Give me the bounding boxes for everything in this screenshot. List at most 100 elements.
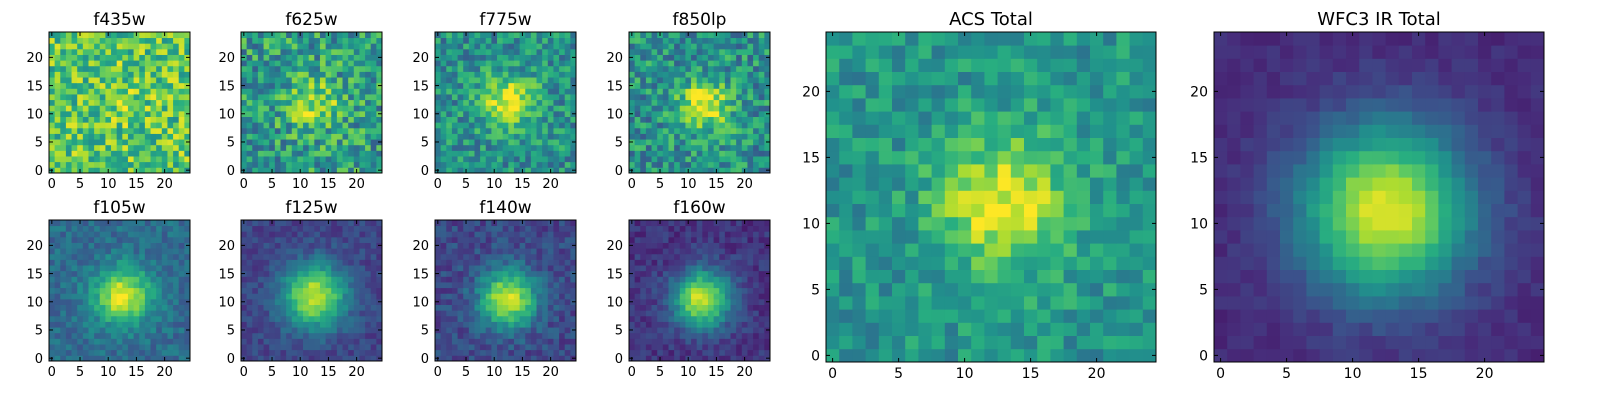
heatmap-cell xyxy=(713,161,720,168)
heatmap-cell xyxy=(257,161,264,168)
heatmap-cell xyxy=(525,99,532,106)
heatmap-cell xyxy=(376,349,383,356)
heatmap-cell xyxy=(553,32,560,39)
heatmap-cell xyxy=(376,43,383,50)
heatmap-cell xyxy=(370,110,377,117)
heatmap-cell xyxy=(319,88,326,95)
heatmap-cell xyxy=(502,127,509,134)
heatmap-cell xyxy=(116,236,123,243)
heatmap-cell xyxy=(94,327,101,334)
heatmap-cell xyxy=(747,161,754,168)
heatmap-cell xyxy=(474,60,481,67)
heatmap-cell xyxy=(173,82,180,89)
heatmap-cell xyxy=(645,156,652,163)
heatmap-cell xyxy=(491,122,498,129)
heatmap-cell xyxy=(167,127,174,134)
heatmap-cell xyxy=(336,54,343,61)
heatmap-cell xyxy=(736,127,743,134)
heatmap-cell xyxy=(468,310,475,317)
heatmap-cell xyxy=(144,32,151,39)
heatmap-cell xyxy=(314,270,321,277)
heatmap-cell xyxy=(82,220,89,227)
heatmap-cell xyxy=(353,242,360,249)
heatmap-cell xyxy=(178,116,185,123)
heatmap-cell xyxy=(161,265,168,272)
heatmap-cell xyxy=(502,144,509,151)
heatmap-cell xyxy=(730,310,737,317)
heatmap-cell xyxy=(252,253,259,260)
plot-frame xyxy=(48,31,191,174)
heatmap-cell xyxy=(474,37,481,44)
heatmap-cell xyxy=(736,310,743,317)
heatmap-cell xyxy=(640,94,647,101)
heatmap-cell xyxy=(133,310,140,317)
heatmap-cell xyxy=(308,88,315,95)
heatmap-cell xyxy=(457,298,464,305)
heatmap-cell xyxy=(747,287,754,294)
heatmap-cell xyxy=(662,298,669,305)
heatmap-cell xyxy=(257,344,264,351)
heatmap-cell xyxy=(286,338,293,345)
heatmap-cell xyxy=(269,270,276,277)
heatmap-cell xyxy=(736,110,743,117)
heatmap-cell xyxy=(336,265,343,272)
heatmap-cell xyxy=(167,225,174,232)
heatmap-cell xyxy=(252,344,259,351)
heatmap-cell xyxy=(246,265,253,272)
heatmap-cell xyxy=(274,32,281,39)
heatmap-cell xyxy=(167,54,174,61)
heatmap-cell xyxy=(167,242,174,249)
heatmap-cell xyxy=(502,259,509,266)
heatmap-cell xyxy=(640,270,647,277)
heatmap-cell xyxy=(691,287,698,294)
heatmap-cell xyxy=(530,43,537,50)
heatmap-cell xyxy=(451,253,458,260)
heatmap-cell xyxy=(519,156,526,163)
heatmap-cell xyxy=(246,338,253,345)
heatmap-cell xyxy=(297,349,304,356)
heatmap-cell xyxy=(702,94,709,101)
heatmap-cell xyxy=(446,48,453,55)
heatmap-cell xyxy=(707,71,714,78)
heatmap-cell xyxy=(303,54,310,61)
heatmap-cell xyxy=(674,43,681,50)
heatmap-cell xyxy=(139,37,146,44)
heatmap-cell xyxy=(274,220,281,227)
heatmap-cell xyxy=(513,315,520,322)
heatmap-cell xyxy=(702,60,709,67)
heatmap-cell xyxy=(491,48,498,55)
heatmap-cell xyxy=(94,338,101,345)
heatmap-cell xyxy=(753,88,760,95)
heatmap-cell xyxy=(435,77,442,84)
heatmap-cell xyxy=(241,71,248,78)
heatmap-cell xyxy=(657,338,664,345)
heatmap-cell xyxy=(331,265,338,272)
heatmap-cell xyxy=(719,276,726,283)
heatmap-cell xyxy=(246,127,253,134)
heatmap-cell xyxy=(88,327,95,334)
heatmap-cell xyxy=(303,150,310,157)
heatmap-cell xyxy=(49,65,56,72)
heatmap-cell xyxy=(719,167,726,174)
heatmap-cell xyxy=(297,242,304,249)
heatmap-cell xyxy=(564,32,571,39)
heatmap-cell xyxy=(629,94,636,101)
heatmap-cell xyxy=(542,110,549,117)
heatmap-cell xyxy=(559,265,566,272)
heatmap-cell xyxy=(451,161,458,168)
heatmap-cell xyxy=(468,298,475,305)
heatmap-cell xyxy=(144,133,151,140)
heatmap-cell xyxy=(736,133,743,140)
heatmap-cell xyxy=(241,144,248,151)
heatmap-cell xyxy=(184,43,191,50)
heatmap-cell xyxy=(77,77,84,84)
heatmap-cell xyxy=(263,82,270,89)
heatmap-cell xyxy=(634,355,641,362)
heatmap-cell xyxy=(116,133,123,140)
heatmap-cell xyxy=(77,327,84,334)
heatmap-cell xyxy=(707,355,714,362)
heatmap-cell xyxy=(485,327,492,334)
heatmap-cell xyxy=(502,310,509,317)
heatmap-cell xyxy=(530,259,537,266)
heatmap-cell xyxy=(485,270,492,277)
